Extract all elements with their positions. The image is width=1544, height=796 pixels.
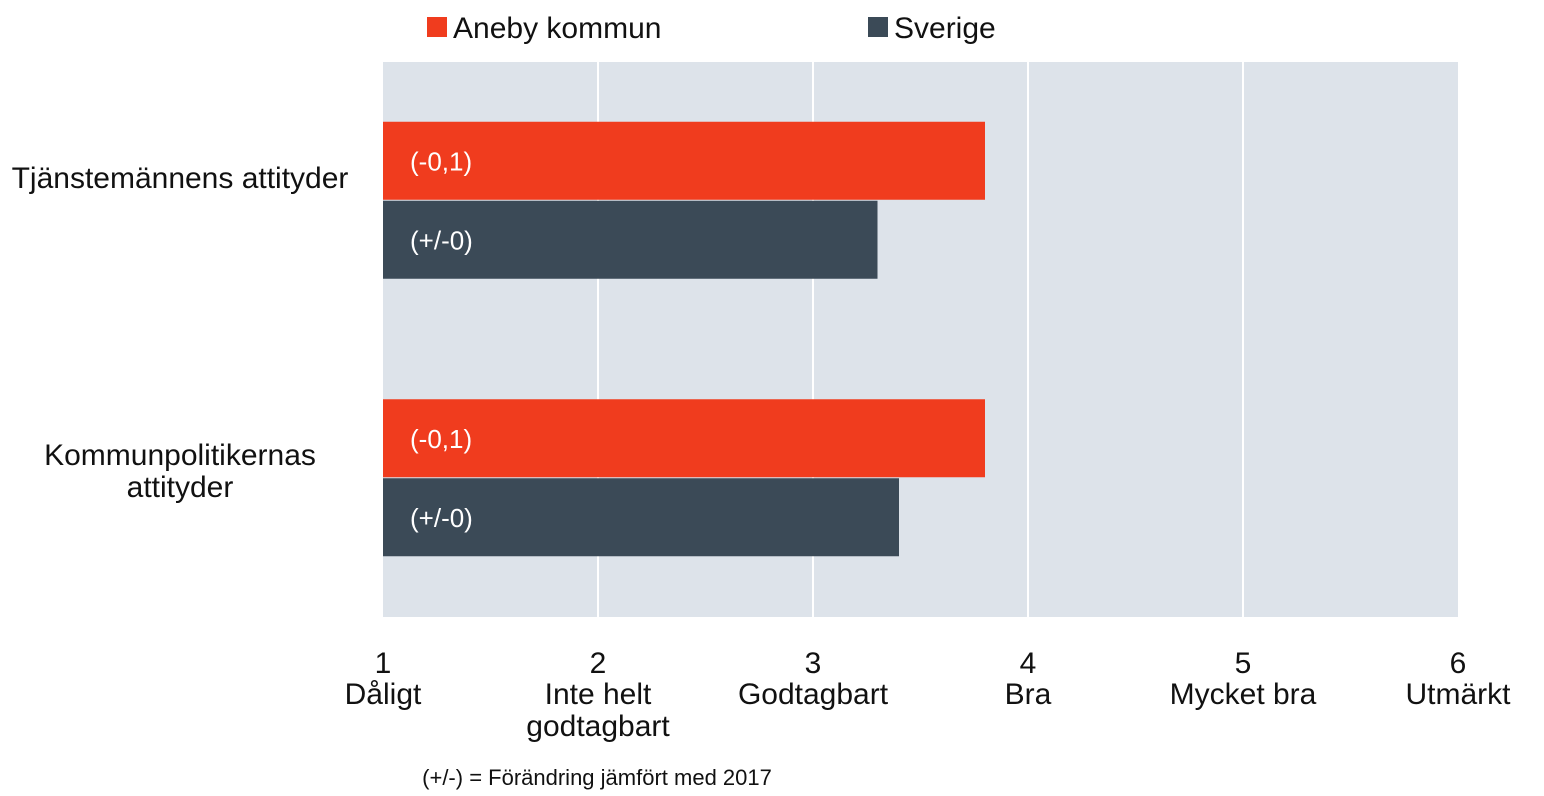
x-tick-description: Godtagbart xyxy=(737,678,889,711)
x-tick-description: Inte helt godtagbart xyxy=(526,678,670,743)
legend-swatch xyxy=(427,17,447,37)
footnote: (+/-) = Förändring jämfört med 2017 xyxy=(422,765,772,790)
change-label: (+/-0) xyxy=(410,503,473,533)
x-tick-label: 6 xyxy=(1449,647,1467,680)
bar xyxy=(383,200,878,279)
x-tick-label: 4 xyxy=(1019,647,1037,680)
bar xyxy=(383,399,985,478)
x-tick-description: Dåligt xyxy=(344,678,422,711)
x-tick-label: 5 xyxy=(1234,647,1252,680)
legend-label: Sverige xyxy=(894,12,996,45)
category-label: Kommunpolitikernas attityder xyxy=(44,439,316,505)
x-tick-label: 1 xyxy=(374,647,392,680)
change-label: (-0,1) xyxy=(410,424,472,454)
category-label: Tjänstemännens attityder xyxy=(11,161,349,195)
x-tick-description: Utmärkt xyxy=(1405,678,1511,711)
x-tick-label: 3 xyxy=(804,647,822,680)
change-label: (+/-0) xyxy=(410,225,473,255)
bar xyxy=(383,121,985,200)
legend-swatch xyxy=(868,17,888,37)
x-tick-description: Bra xyxy=(1004,678,1052,711)
bar xyxy=(383,478,899,557)
legend-label: Aneby kommun xyxy=(453,12,661,45)
x-tick-label: 2 xyxy=(589,647,607,680)
change-label: (-0,1) xyxy=(410,146,472,176)
x-tick-description: Mycket bra xyxy=(1169,678,1317,711)
